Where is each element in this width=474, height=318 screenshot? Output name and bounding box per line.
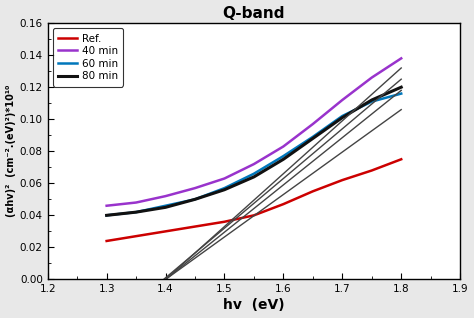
- Line: 40 min: 40 min: [107, 59, 401, 206]
- Ref.: [222, 220, 228, 224]
- 60 min: [369, 100, 374, 104]
- 40 min: [163, 194, 168, 198]
- 40 min: [281, 145, 286, 149]
- Line: 60 min: 60 min: [107, 93, 401, 215]
- Ref.: [398, 157, 404, 161]
- X-axis label: hv  (eV): hv (eV): [223, 299, 285, 313]
- 40 min: [192, 186, 198, 190]
- Ref.: [369, 169, 374, 172]
- 60 min: [398, 92, 404, 95]
- 40 min: [339, 98, 345, 102]
- 60 min: [339, 114, 345, 118]
- 40 min: [398, 57, 404, 60]
- Ref.: [251, 213, 257, 217]
- 40 min: [133, 201, 139, 204]
- 60 min: [104, 213, 109, 217]
- 60 min: [192, 197, 198, 201]
- 60 min: [310, 135, 316, 139]
- Ref.: [310, 190, 316, 193]
- 40 min: [251, 162, 257, 166]
- 60 min: [222, 186, 228, 190]
- Ref.: [192, 225, 198, 228]
- 80 min: [222, 188, 228, 192]
- Title: Q-band: Q-band: [223, 5, 285, 21]
- Legend: Ref., 40 min, 60 min, 80 min: Ref., 40 min, 60 min, 80 min: [53, 28, 123, 86]
- 60 min: [251, 172, 257, 176]
- 80 min: [369, 98, 374, 102]
- Line: 80 min: 80 min: [107, 87, 401, 215]
- 60 min: [281, 154, 286, 158]
- Ref.: [339, 178, 345, 182]
- Ref.: [104, 239, 109, 243]
- Ref.: [133, 234, 139, 238]
- 60 min: [133, 210, 139, 214]
- 80 min: [251, 175, 257, 179]
- 80 min: [192, 197, 198, 201]
- Ref.: [281, 202, 286, 206]
- 40 min: [222, 176, 228, 180]
- Line: Ref.: Ref.: [107, 159, 401, 241]
- 80 min: [104, 213, 109, 217]
- 80 min: [281, 157, 286, 161]
- 80 min: [133, 210, 139, 214]
- 60 min: [163, 204, 168, 208]
- 80 min: [339, 116, 345, 120]
- 40 min: [369, 76, 374, 80]
- 80 min: [310, 136, 316, 140]
- Ref.: [163, 230, 168, 233]
- Y-axis label: (αhv)²  (cm⁻².(eV)²)*10¹⁰: (αhv)² (cm⁻².(eV)²)*10¹⁰: [6, 85, 16, 218]
- 40 min: [310, 122, 316, 126]
- 40 min: [104, 204, 109, 208]
- 80 min: [398, 85, 404, 89]
- 80 min: [163, 205, 168, 209]
